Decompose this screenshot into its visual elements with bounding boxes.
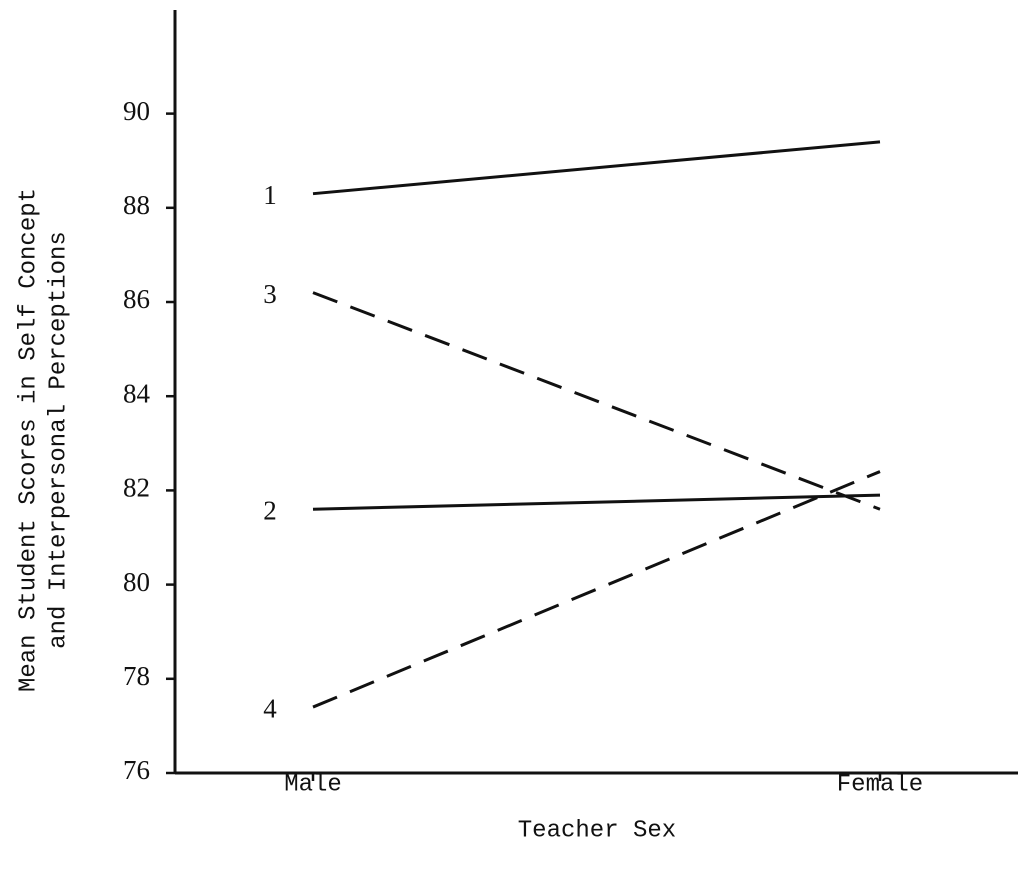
x-tick-label: Female xyxy=(837,771,923,798)
x-tick-label: Male xyxy=(284,771,342,798)
y-tick-label: 78 xyxy=(123,661,150,691)
y-tick-label: 76 xyxy=(123,755,150,785)
series-line xyxy=(312,291,881,511)
series-label: 2 xyxy=(263,495,277,525)
series-line xyxy=(312,493,881,511)
y-axis-label: and Interpersonal Perceptions xyxy=(45,231,72,649)
y-tick-label: 90 xyxy=(123,96,150,126)
x-axis-label: Teacher Sex xyxy=(518,817,676,844)
y-tick-label: 88 xyxy=(123,190,150,220)
series-label: 1 xyxy=(263,180,277,210)
y-tick-label: 86 xyxy=(123,284,150,314)
series-label: 3 xyxy=(263,279,277,309)
y-tick-label: 84 xyxy=(123,378,151,408)
y-tick-label: 80 xyxy=(123,567,150,597)
y-axis-label: Mean Student Scores in Self Concept xyxy=(15,188,42,692)
y-tick-label: 82 xyxy=(123,473,150,503)
series-line xyxy=(312,140,881,196)
series-line xyxy=(312,470,881,709)
series-label: 4 xyxy=(263,693,277,723)
